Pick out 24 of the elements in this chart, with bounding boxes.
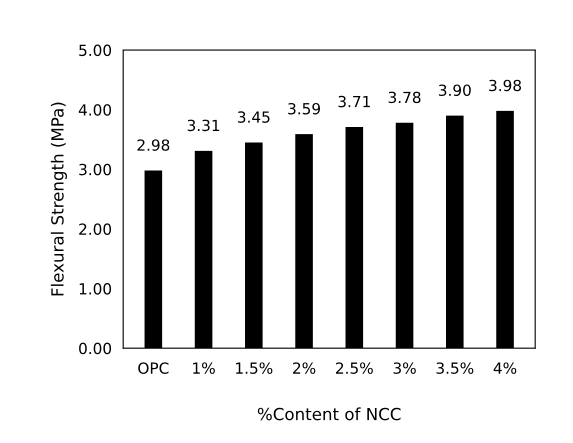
y-tick-label: 3.00 bbox=[79, 164, 112, 176]
x-tick-label: 1% bbox=[193, 362, 215, 374]
x-tick-label: OPC bbox=[138, 362, 168, 374]
x-tick-label: 3.5% bbox=[436, 362, 474, 374]
data-label: 3.45 bbox=[238, 111, 270, 123]
y-tick-label: 5.00 bbox=[79, 44, 112, 56]
y-tick-label: 4.00 bbox=[78, 104, 112, 116]
data-label: 2.98 bbox=[137, 139, 170, 151]
y-axis-title: Flexural Strength (MPa) bbox=[50, 102, 67, 296]
x-tick-label: 2.5% bbox=[336, 362, 373, 374]
x-axis-title: %Content of NCC bbox=[258, 407, 401, 420]
x-tick-label: 4% bbox=[494, 362, 516, 374]
y-tick-label: 1.00 bbox=[80, 283, 112, 295]
y-tick-label: 0.00 bbox=[79, 342, 112, 354]
data-label: 3.78 bbox=[388, 92, 421, 104]
data-label: 3.31 bbox=[188, 120, 220, 132]
x-tick-label: 3% bbox=[394, 362, 416, 374]
x-tick-label: 2% bbox=[293, 362, 316, 374]
data-label: 3.98 bbox=[489, 80, 521, 92]
x-tick-label: 1.5% bbox=[236, 362, 272, 374]
data-label: 3.71 bbox=[338, 96, 370, 108]
data-label: 3.59 bbox=[288, 102, 320, 115]
y-tick-label: 2.00 bbox=[79, 223, 112, 235]
data-label: 3.90 bbox=[438, 84, 471, 96]
